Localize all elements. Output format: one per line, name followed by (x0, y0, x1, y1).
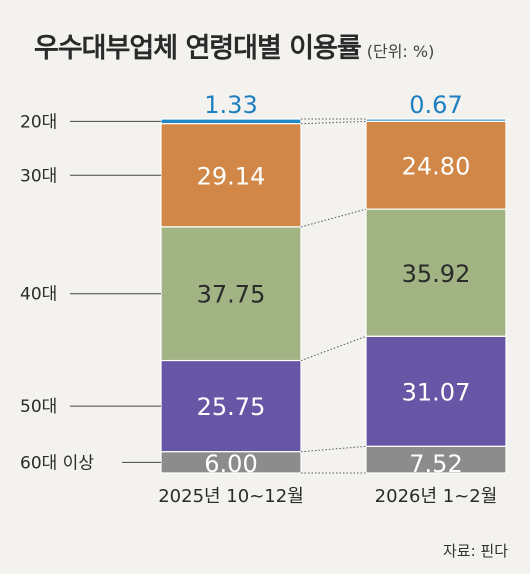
value-label: 37.75 (197, 281, 266, 309)
bar-seg-50s-2 (365, 335, 507, 447)
bar-seg-40s-2 (365, 208, 507, 337)
legend-label: 30대 (20, 166, 57, 186)
chart-title-text: 우수대부업체 연령대별 이용률 (34, 33, 362, 64)
legend-label: 20대 (20, 112, 57, 132)
category-label: 2025년 10~12월 (158, 486, 304, 507)
legend-label: 40대 (20, 285, 57, 305)
value-label: 1.33 (204, 91, 257, 119)
bar-seg-40s-1 (160, 226, 302, 362)
unit-label: (단위: %) (366, 42, 435, 61)
connector-line (300, 120, 367, 125)
category-label: 2026년 1~2월 (375, 486, 498, 507)
bar-seg-30s-2 (365, 120, 507, 210)
bar-seg-30s-1 (160, 123, 302, 228)
connector-line (300, 445, 367, 453)
chart-title: 우수대부업체 연령대별 이용률 (단위: %) (34, 26, 434, 65)
bar-seg-20s-1 (160, 118, 302, 125)
value-label: 24.80 (402, 152, 471, 180)
value-label: 7.52 (409, 450, 462, 478)
value-label: 29.14 (197, 162, 266, 190)
connector-line (300, 208, 367, 228)
value-label: 31.07 (402, 378, 471, 406)
value-label: 0.67 (409, 91, 462, 119)
legend-label: 60대 이상 (20, 453, 94, 473)
value-label: 25.75 (197, 393, 266, 421)
connector-line (300, 335, 367, 362)
bar-seg-60plus-2 (365, 445, 507, 474)
source-label: 자료: 핀다 (442, 542, 508, 560)
value-label: 6.00 (204, 450, 257, 478)
value-label: 35.92 (402, 260, 471, 288)
legend-label: 50대 (20, 397, 57, 417)
